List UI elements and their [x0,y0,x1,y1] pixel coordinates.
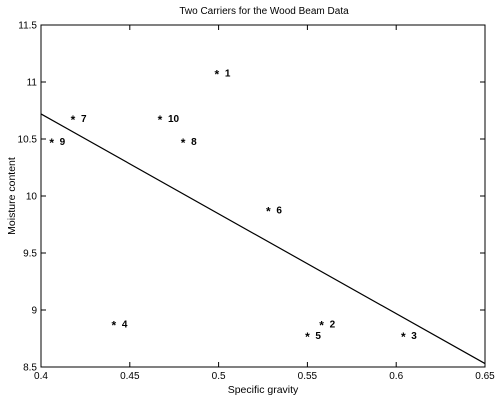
y-axis: 8.5 9 9.5 10 10.5 11 11.5 [18,21,485,374]
y-tick-label: 10 [26,192,38,203]
y-tick-label: 11 [27,78,38,89]
x-axis: 0.4 0.45 0.5 0.55 0.6 0.65 [34,25,495,382]
data-point: * [49,136,54,150]
y-axis-label: Moisture content [6,157,18,235]
data-point: * [305,330,310,344]
point-label: 5 [315,331,321,342]
point-label: 3 [411,331,417,342]
y-tick-label: 8.5 [23,363,37,374]
point-label: 1 [225,69,231,80]
chart-title: Two Carriers for the Wood Beam Data [179,6,349,17]
data-point: * [401,330,406,344]
data-point: * [111,318,116,332]
fitted-line [40,113,486,365]
x-tick-label: 0.45 [120,371,140,382]
data-point: * [71,113,76,127]
point-label: 4 [122,319,128,330]
x-tick-label: 0.6 [389,371,403,382]
y-tick-label: 10.5 [18,135,38,146]
point-label: 7 [81,114,87,125]
x-tick-label: 0.5 [212,371,226,382]
data-point: * [158,113,163,127]
data-point: * [214,68,219,82]
y-tick-label: 11.5 [18,21,37,32]
data-point: * [181,136,186,150]
plot-area-frame [40,24,486,368]
data-point: * [266,204,271,218]
point-label: 8 [191,137,197,148]
x-axis-label: Specific gravity [228,384,299,396]
point-label: 2 [330,319,336,330]
x-tick-label: 0.65 [475,371,495,382]
y-tick-label: 9.5 [23,249,37,260]
data-point: * [319,318,324,332]
y-tick-label: 9 [31,306,37,317]
x-tick-label: 0.55 [298,371,318,382]
x-tick-label: 0.4 [34,371,48,382]
point-label: 10 [168,114,180,125]
point-label: 9 [60,137,66,148]
data-points: * 1* 2* 3* 4* 5* 6* 7* 8* 9* 10 [49,68,417,344]
point-label: 6 [276,205,282,216]
fitted-line-group [40,113,486,365]
